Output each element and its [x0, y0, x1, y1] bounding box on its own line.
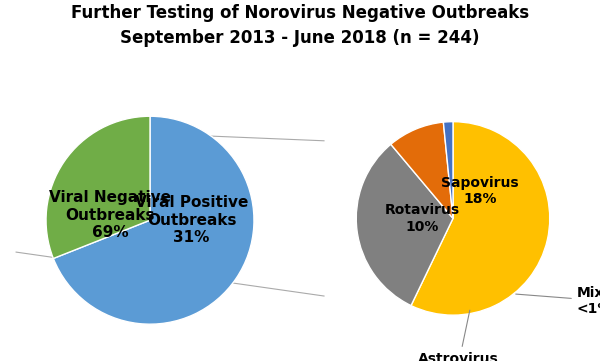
- Text: Rotavirus
10%: Rotavirus 10%: [385, 203, 460, 234]
- Wedge shape: [443, 122, 453, 218]
- Wedge shape: [411, 122, 550, 315]
- Wedge shape: [356, 144, 453, 305]
- Wedge shape: [53, 116, 254, 324]
- Wedge shape: [46, 116, 150, 258]
- Text: Astrovirus
3%: Astrovirus 3%: [418, 310, 498, 361]
- Text: Further Testing of Norovirus Negative Outbreaks: Further Testing of Norovirus Negative Ou…: [71, 4, 529, 22]
- Text: Viral Negative
Outbreaks
69%: Viral Negative Outbreaks 69%: [49, 190, 172, 240]
- Text: Mixed
<1%: Mixed <1%: [516, 286, 600, 316]
- Text: Sapovirus
18%: Sapovirus 18%: [441, 176, 519, 206]
- Text: Viral Positive
Outbreaks
31%: Viral Positive Outbreaks 31%: [135, 195, 248, 245]
- Wedge shape: [391, 122, 453, 218]
- Text: September 2013 - June 2018 (n = 244): September 2013 - June 2018 (n = 244): [120, 29, 480, 47]
